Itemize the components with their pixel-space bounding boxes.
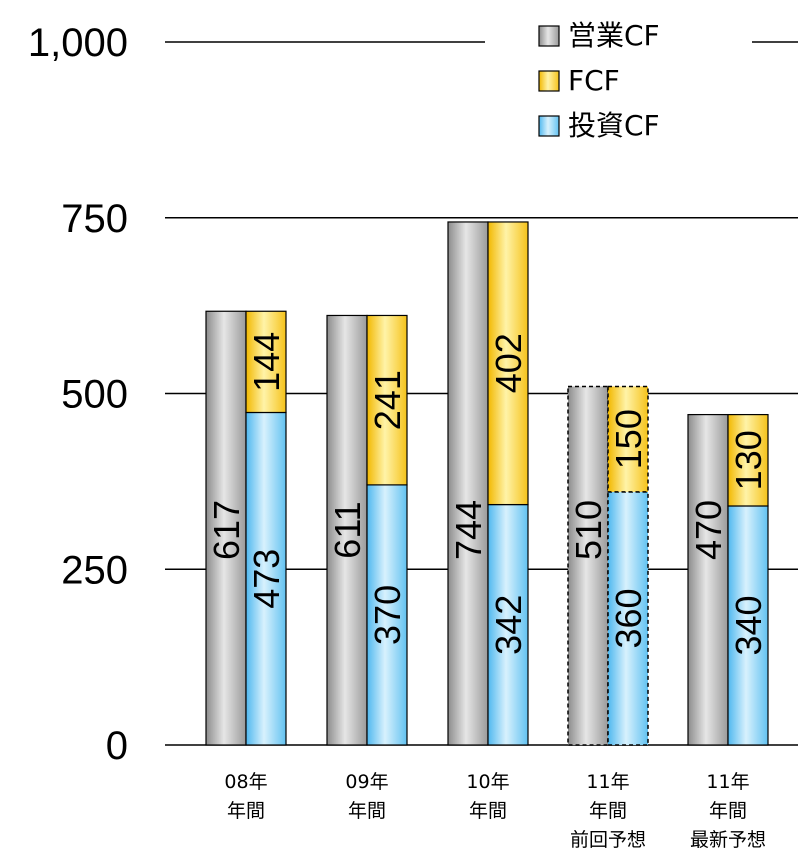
label-fcf: 402: [488, 333, 529, 393]
bar-fcf: [487, 221, 529, 506]
x-category-label: 年間: [469, 800, 507, 822]
x-category-label: 年間: [709, 800, 747, 822]
label-operating-cf: 510: [568, 500, 609, 560]
label-operating-cf: 617: [206, 500, 247, 560]
bar-investing-cf: [727, 505, 769, 746]
x-category-label: 年間: [227, 800, 265, 822]
x-category-label: 10年: [466, 771, 509, 793]
bar-investing-cf: [366, 484, 408, 746]
bar-fcf: [727, 413, 769, 507]
x-category-label: 08年: [224, 771, 267, 793]
bar-operating-cf: [447, 221, 489, 746]
label-investing-cf: 340: [728, 595, 769, 655]
x-category-label: 最新予想: [690, 829, 766, 851]
label-fcf: 150: [608, 409, 649, 469]
x-category-label: 前回予想: [570, 829, 646, 851]
legend-label: FCF: [568, 64, 620, 97]
legend-swatch: [538, 70, 560, 92]
label-investing-cf: 370: [367, 585, 408, 645]
y-tick-label: 500: [61, 373, 128, 417]
y-tick-label: 0: [106, 724, 128, 768]
label-investing-cf: 360: [608, 588, 649, 648]
bar-investing-cf: [607, 491, 649, 746]
label-investing-cf: 473: [246, 549, 287, 609]
label-investing-cf: 342: [488, 595, 529, 655]
label-operating-cf: 611: [327, 501, 368, 558]
y-axis: 0 250 500 750 1,000: [28, 21, 128, 768]
bar-fcf: [607, 385, 649, 493]
y-tick-label: 250: [61, 548, 128, 592]
bar-operating-cf: [326, 314, 368, 746]
bar-fcf: [366, 314, 408, 486]
label-fcf: 130: [728, 430, 769, 490]
bar-operating-cf: [687, 413, 729, 746]
bar-investing-cf: [487, 503, 529, 746]
x-category-label: 09年: [345, 771, 388, 793]
legend-swatch: [538, 115, 560, 137]
x-category-label: 年間: [589, 800, 627, 822]
y-tick-label: 750: [61, 197, 128, 241]
label-operating-cf: 470: [688, 500, 729, 560]
x-category-label: 11年: [586, 771, 629, 793]
legend-label: 投資CF: [568, 109, 660, 142]
label-fcf: 144: [246, 332, 287, 392]
bar-investing-cf: [245, 411, 287, 746]
bar-operating-cf: [567, 385, 609, 746]
legend: 営業CF FCF 投資CF: [538, 19, 660, 142]
y-tick-label: 1,000: [28, 21, 128, 65]
x-category-label: 年間: [348, 800, 386, 822]
bar-fcf: [245, 310, 287, 414]
label-fcf: 241: [367, 370, 408, 430]
legend-swatch: [538, 25, 560, 47]
bar-operating-cf: [205, 310, 247, 746]
x-category-label: 11年: [706, 771, 749, 793]
label-operating-cf: 744: [448, 500, 489, 560]
legend-label: 営業CF: [568, 19, 660, 52]
